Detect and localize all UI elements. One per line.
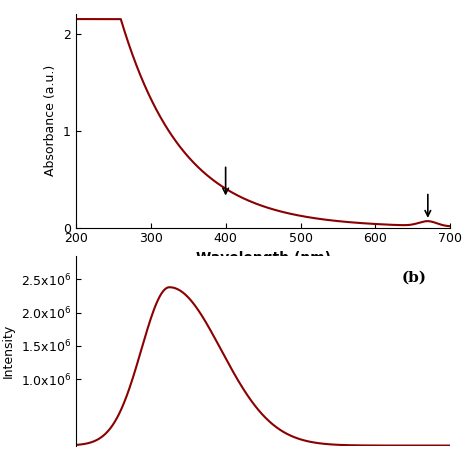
Text: (b): (b) <box>401 271 427 285</box>
X-axis label: Wavelength (nm): Wavelength (nm) <box>196 251 330 265</box>
Y-axis label: Absorbance (a.u.): Absorbance (a.u.) <box>45 65 57 176</box>
Y-axis label: Intensity: Intensity <box>2 324 15 378</box>
